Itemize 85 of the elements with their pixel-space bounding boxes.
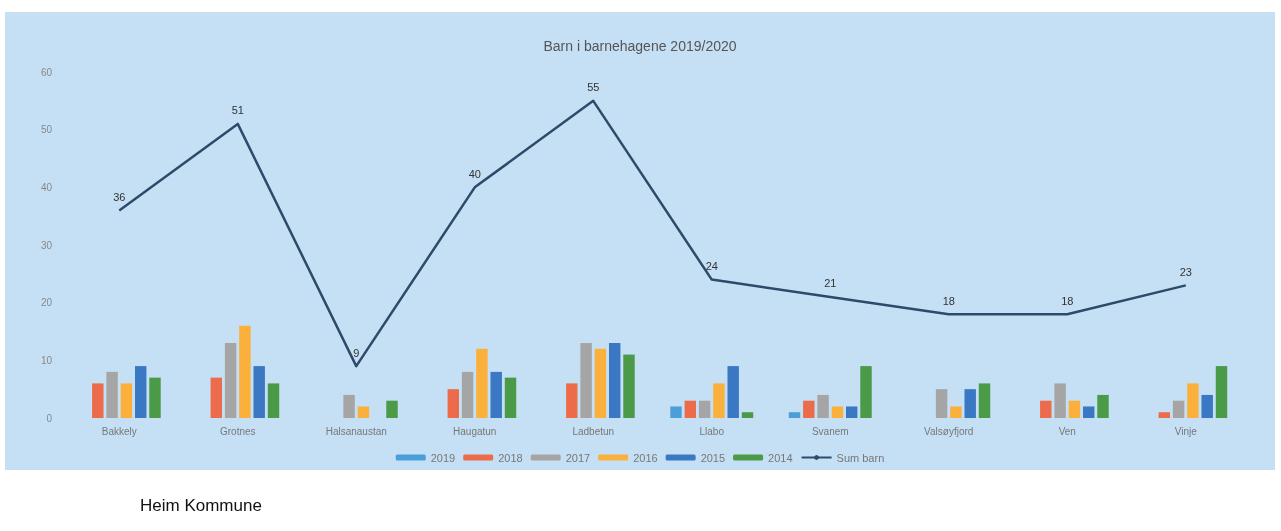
data-label: 9 xyxy=(353,346,360,359)
legend-label: 2019 xyxy=(430,451,456,464)
data-label: 21 xyxy=(824,277,837,290)
bar xyxy=(210,377,223,418)
bar xyxy=(343,394,355,418)
y-tick-label: 40 xyxy=(40,181,53,193)
bar xyxy=(1040,400,1052,418)
bar xyxy=(860,366,872,418)
x-tick-label: Valsøyfjord xyxy=(924,425,974,437)
text: Heim Kommune xyxy=(140,496,262,516)
x-tick-label: Llabo xyxy=(699,425,725,437)
bar xyxy=(566,383,578,418)
x-tick-label: Ladbetun xyxy=(572,425,615,437)
bar xyxy=(713,383,725,418)
y-tick-label: 30 xyxy=(40,239,53,251)
bar xyxy=(1097,394,1109,418)
x-tick-label: Grotnes xyxy=(219,425,256,437)
bar xyxy=(92,383,104,418)
bar xyxy=(106,371,118,418)
y-tick-label: 0 xyxy=(46,412,53,424)
bar xyxy=(727,366,739,418)
bar xyxy=(1172,400,1185,418)
data-label: 40 xyxy=(468,167,481,180)
bar xyxy=(120,383,133,418)
chart-title: Barn i barnehagene 2019/2020 xyxy=(543,38,737,54)
bar xyxy=(224,343,237,418)
bar xyxy=(978,383,991,418)
bar xyxy=(1201,394,1213,418)
x-tick-label: Bakkely xyxy=(101,425,137,437)
bar xyxy=(476,348,488,418)
bar xyxy=(267,383,280,418)
data-label: 24 xyxy=(705,260,718,273)
bar xyxy=(935,389,948,418)
legend-label: Sum barn xyxy=(836,451,885,464)
bar xyxy=(623,354,635,418)
bar xyxy=(803,400,815,418)
bar xyxy=(684,400,697,418)
x-tick-label: Halsanaustan xyxy=(325,425,387,437)
bar xyxy=(357,406,370,418)
bar xyxy=(741,412,754,418)
bar xyxy=(608,343,621,418)
legend-label: 2017 xyxy=(565,451,591,464)
bar xyxy=(1068,400,1081,418)
bar xyxy=(504,377,517,418)
y-tick-label: 50 xyxy=(40,124,53,136)
bar xyxy=(670,406,682,418)
y-tick-label: 20 xyxy=(40,297,53,309)
x-tick-label: Svanem xyxy=(811,425,849,437)
bar xyxy=(580,343,592,418)
bar xyxy=(1054,383,1066,418)
bar xyxy=(1215,366,1228,418)
x-tick-label: Ven xyxy=(1058,425,1076,437)
x-tick-label: Haugatun xyxy=(453,425,497,437)
bar xyxy=(1187,383,1199,418)
data-label: 18 xyxy=(942,294,955,307)
bar xyxy=(253,366,265,418)
bar xyxy=(447,389,460,418)
bar xyxy=(386,400,398,418)
bar xyxy=(239,325,251,418)
bar xyxy=(831,406,844,418)
bar xyxy=(149,377,161,418)
bar xyxy=(134,366,147,418)
y-tick-label: 60 xyxy=(40,66,53,78)
bar xyxy=(594,348,607,418)
bar xyxy=(461,371,474,418)
x-tick-label: Vinje xyxy=(1174,425,1198,437)
data-label: 55 xyxy=(587,81,600,94)
data-label: 36 xyxy=(113,190,126,203)
bar xyxy=(490,371,502,418)
y-tick-label: 10 xyxy=(40,354,53,366)
data-label: 18 xyxy=(1061,294,1074,307)
bar xyxy=(1082,406,1095,418)
bar xyxy=(964,389,976,418)
bar xyxy=(950,406,962,418)
data-label: 51 xyxy=(231,104,244,117)
data-label: 23 xyxy=(1179,265,1192,278)
bar xyxy=(845,406,858,418)
legend-label: 2018 xyxy=(498,451,523,464)
legend-label: 2015 xyxy=(700,451,726,464)
bar xyxy=(698,400,711,418)
bar xyxy=(788,412,801,418)
bar xyxy=(817,394,829,418)
legend-label: 2016 xyxy=(633,451,658,464)
bar xyxy=(1158,412,1171,418)
legend-label: 2014 xyxy=(768,451,793,464)
